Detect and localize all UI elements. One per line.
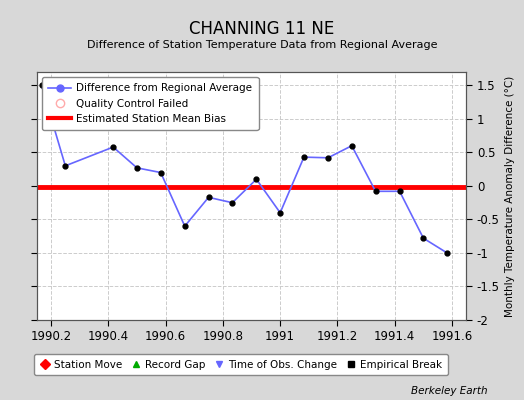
Text: Berkeley Earth: Berkeley Earth — [411, 386, 487, 396]
Text: CHANNING 11 NE: CHANNING 11 NE — [189, 20, 335, 38]
Text: Difference of Station Temperature Data from Regional Average: Difference of Station Temperature Data f… — [87, 40, 437, 50]
Y-axis label: Monthly Temperature Anomaly Difference (°C): Monthly Temperature Anomaly Difference (… — [505, 75, 515, 317]
Legend: Station Move, Record Gap, Time of Obs. Change, Empirical Break: Station Move, Record Gap, Time of Obs. C… — [34, 354, 448, 375]
Legend: Difference from Regional Average, Quality Control Failed, Estimated Station Mean: Difference from Regional Average, Qualit… — [42, 77, 258, 130]
